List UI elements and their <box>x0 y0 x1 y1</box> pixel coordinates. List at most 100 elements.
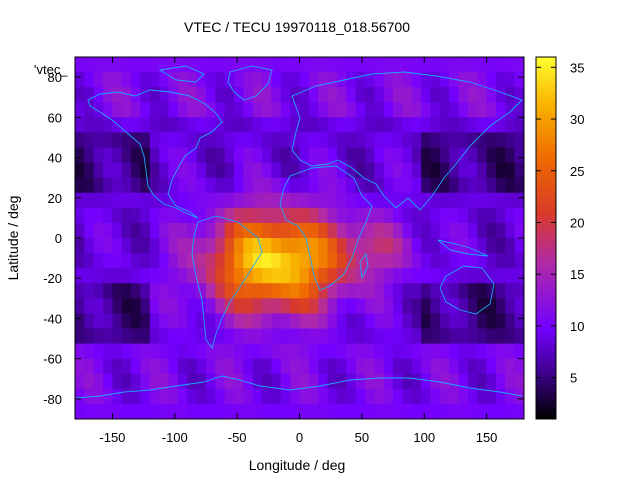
heatmap-cell <box>262 57 272 73</box>
heatmap-cell <box>514 373 524 390</box>
heatmap-cell <box>421 373 431 390</box>
heatmap-cell <box>439 222 450 239</box>
colorbar-tick-label: 5 <box>570 371 577 386</box>
heatmap-cell <box>364 253 375 269</box>
heatmap-cell <box>140 207 151 224</box>
heatmap-cell <box>271 147 282 164</box>
heatmap-cell <box>374 147 385 164</box>
heatmap-cell <box>458 343 469 360</box>
heatmap-cell <box>187 117 198 133</box>
heatmap-cell <box>439 162 450 179</box>
heatmap-cell <box>187 72 198 88</box>
heatmap-cell <box>449 313 460 329</box>
heatmap-cell <box>75 298 85 314</box>
heatmap-cell <box>243 403 254 419</box>
heatmap-cell <box>477 207 488 224</box>
heatmap-cell <box>84 358 95 375</box>
heatmap-cell <box>318 268 329 284</box>
heatmap-cell <box>346 298 357 314</box>
heatmap-cell <box>467 222 478 239</box>
heatmap-cell <box>514 57 524 73</box>
heatmap-cell <box>168 177 179 194</box>
heatmap-cell <box>308 388 319 405</box>
heatmap-cell <box>121 373 132 390</box>
heatmap-cell <box>402 298 413 314</box>
heatmap-cell <box>112 373 123 390</box>
heatmap-cell <box>234 238 244 254</box>
heatmap-cell <box>299 102 310 118</box>
heatmap-cell <box>495 132 506 148</box>
heatmap-cell <box>224 403 235 419</box>
heatmap-cell <box>486 192 497 209</box>
heatmap-cell <box>271 253 282 269</box>
heatmap-cell <box>103 283 113 299</box>
heatmap-cell <box>234 147 244 164</box>
heatmap-cell <box>196 388 207 405</box>
heatmap-cell <box>93 328 104 345</box>
heatmap-cell <box>262 313 272 329</box>
heatmap-cell <box>449 177 460 194</box>
heatmap-cell <box>421 268 431 284</box>
heatmap-cell <box>159 72 170 88</box>
heatmap-cell <box>271 192 282 209</box>
heatmap-cell <box>252 343 263 360</box>
heatmap-cell <box>458 313 469 329</box>
heatmap-cell <box>112 207 123 224</box>
heatmap-cell <box>262 268 272 284</box>
heatmap-cell <box>346 117 357 133</box>
heatmap-cell <box>421 192 431 209</box>
heatmap-cell <box>234 283 244 299</box>
heatmap-cell <box>131 298 141 314</box>
heatmap-cell <box>103 358 113 375</box>
heatmap-cell <box>355 298 366 314</box>
heatmap-cell <box>336 72 347 88</box>
heatmap-cell <box>103 373 113 390</box>
heatmap-cell <box>383 343 394 360</box>
heatmap-cell <box>495 72 506 88</box>
heatmap-cell <box>467 268 478 284</box>
heatmap-cell <box>411 132 422 148</box>
heatmap-cell <box>131 72 141 88</box>
heatmap-cell <box>364 87 375 103</box>
heatmap-cell <box>355 147 366 164</box>
heatmap-cell <box>364 57 375 73</box>
heatmap-cell <box>177 283 188 299</box>
heatmap-cell <box>215 298 226 314</box>
heatmap-cell <box>411 388 422 405</box>
heatmap-cell <box>318 253 329 269</box>
heatmap-cell <box>196 192 207 209</box>
heatmap-cell <box>505 313 516 329</box>
heatmap-cell <box>308 313 319 329</box>
heatmap-cell <box>383 117 394 133</box>
heatmap-cell <box>224 388 235 405</box>
heatmap-cell <box>477 253 488 269</box>
heatmap-cell <box>103 313 113 329</box>
heatmap-cell <box>262 102 272 118</box>
heatmap-cell <box>290 102 300 118</box>
heatmap-cell <box>486 343 497 360</box>
heatmap-cell <box>121 298 132 314</box>
coastline-eurasia <box>291 71 523 211</box>
heatmap-cell <box>299 117 310 133</box>
heatmap-cell <box>383 388 394 405</box>
heatmap-cell <box>215 268 226 284</box>
heatmap-cell <box>187 222 198 239</box>
heatmap-cell <box>514 388 524 405</box>
heatmap-cell <box>514 343 524 360</box>
heatmap-cell <box>262 222 272 239</box>
heatmap-cell <box>486 87 497 103</box>
heatmap-cell <box>505 177 516 194</box>
heatmap-cell <box>131 238 141 254</box>
heatmap-cell <box>205 328 216 345</box>
heatmap-cell <box>131 253 141 269</box>
heatmap-cell <box>411 147 422 164</box>
heatmap-cell <box>168 132 179 148</box>
heatmap-cell <box>103 192 113 209</box>
heatmap-cell <box>477 358 488 375</box>
heatmap-cell <box>140 192 151 209</box>
heatmap-cell <box>346 313 357 329</box>
heatmap-cell <box>290 192 300 209</box>
heatmap-cell <box>280 238 291 254</box>
heatmap-cell <box>467 238 478 254</box>
